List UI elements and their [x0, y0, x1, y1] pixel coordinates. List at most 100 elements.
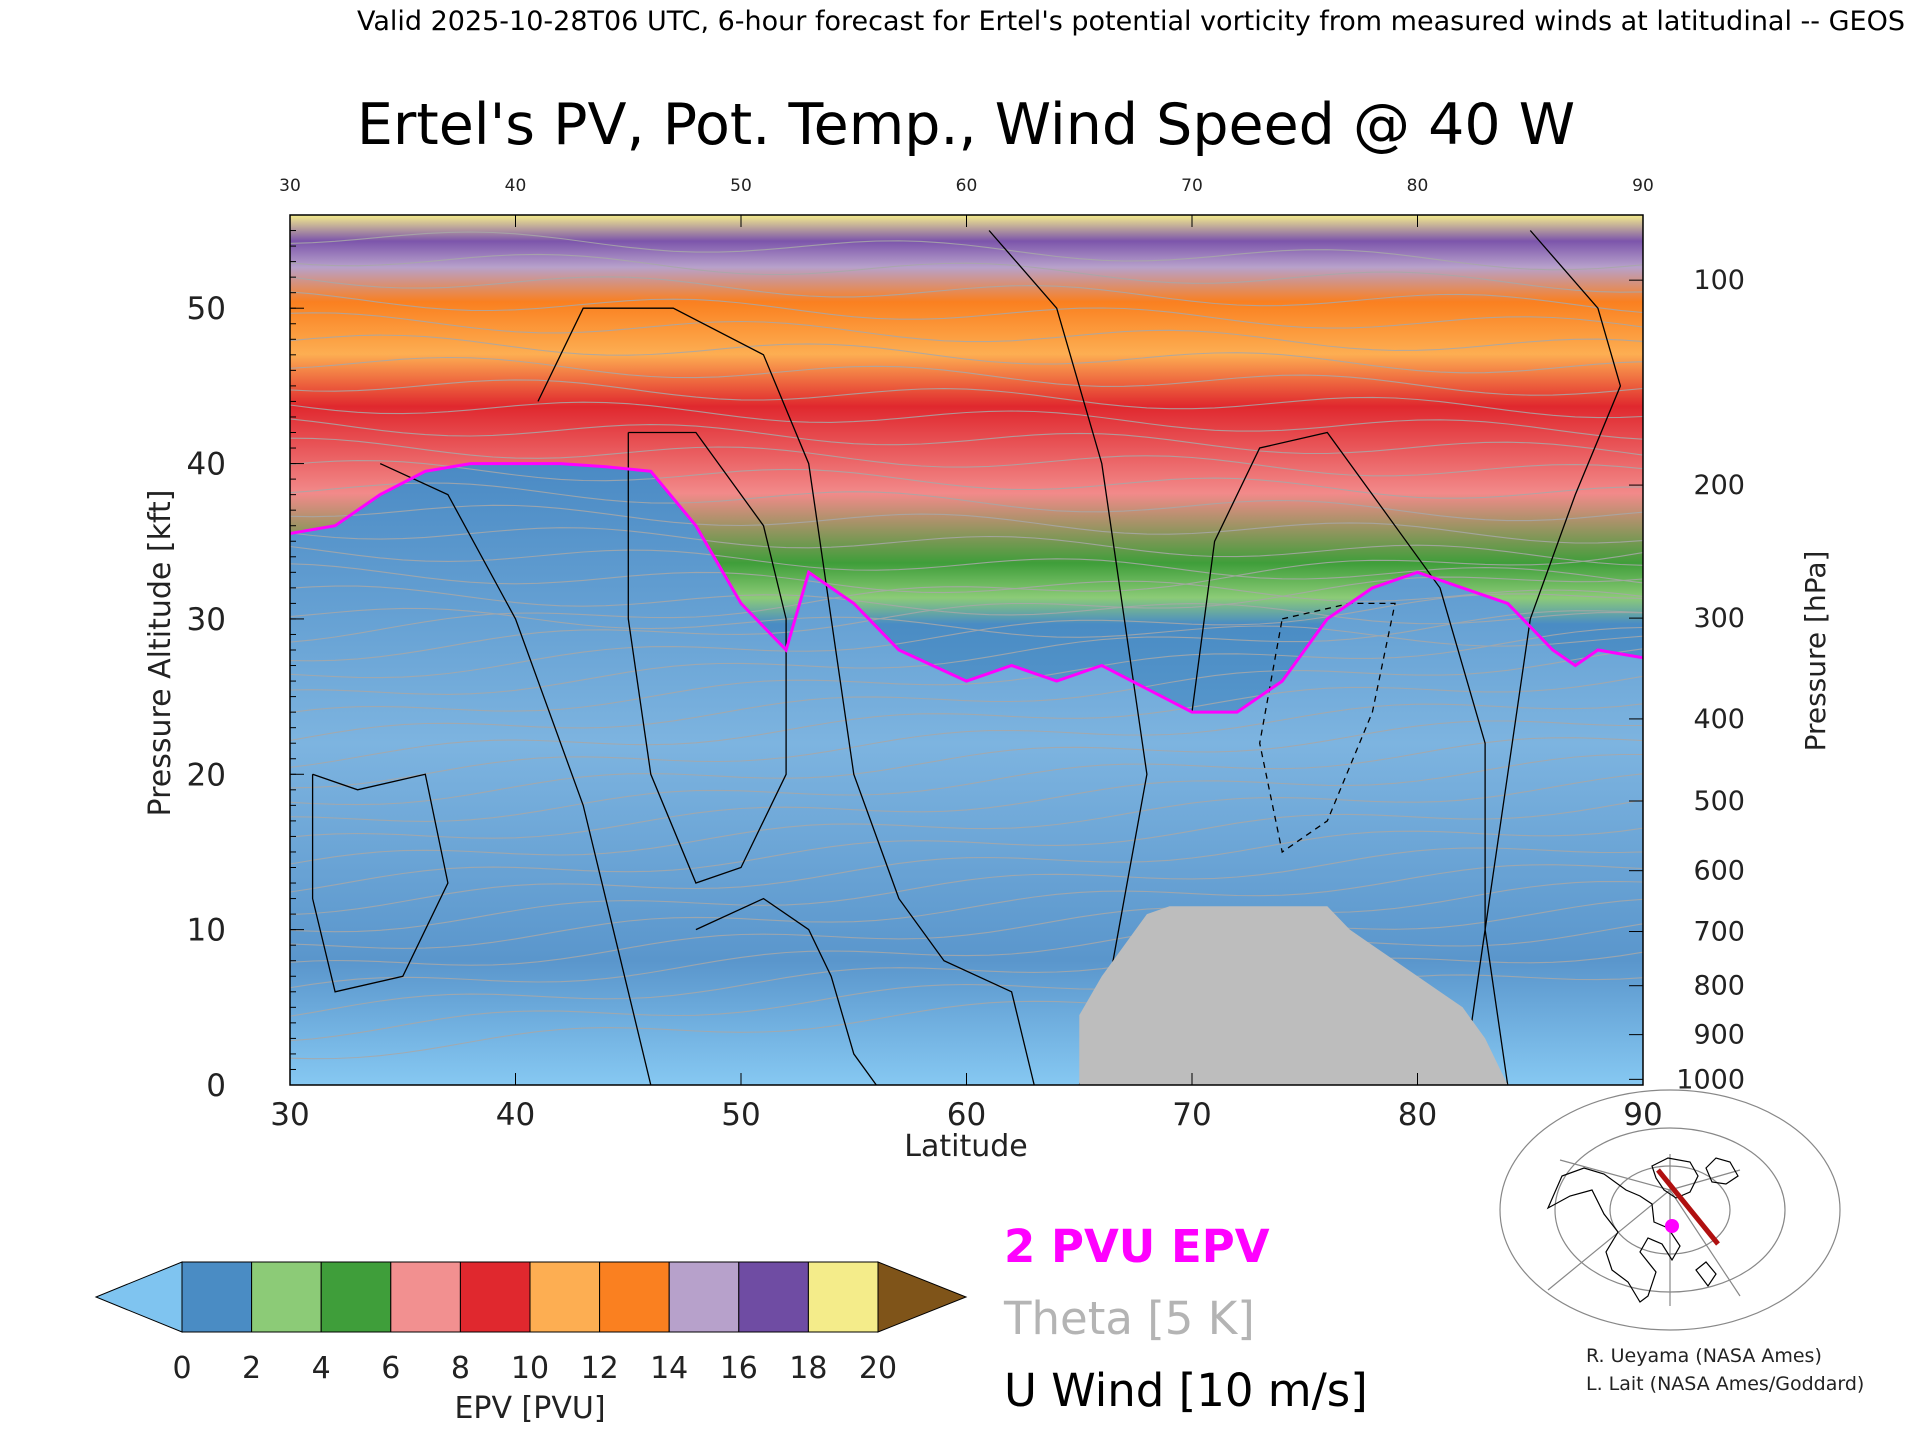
colorbar-tick-label: 14 — [650, 1351, 688, 1386]
top-x-tick-label: 90 — [1632, 176, 1654, 196]
u-wind-line — [695, 897, 877, 1085]
top-x-tick-label: 80 — [1407, 176, 1429, 196]
theta-line — [290, 401, 1643, 440]
theta-line — [290, 576, 1643, 662]
y-tick-label: 50 — [187, 291, 226, 327]
theta-line — [290, 231, 1643, 271]
theta-line — [290, 951, 1643, 1042]
terrain-mask — [1079, 906, 1508, 1085]
u-wind-contours — [311, 230, 1622, 1085]
theta-line — [290, 898, 1643, 989]
credit-line-2: L. Lait (NASA Ames/Goddard) — [1586, 1373, 1864, 1395]
theta-line — [290, 923, 1643, 1017]
colorbar-tick-label: 18 — [789, 1351, 827, 1386]
colorbar-swatch — [807, 1261, 879, 1333]
theta-line — [290, 626, 1643, 713]
colorbar-swatch — [390, 1261, 461, 1333]
theta-line — [290, 527, 1643, 566]
legend-2pvu: 2 PVU EPV — [1004, 1220, 1270, 1273]
y-tick-label: 20 — [187, 757, 226, 793]
pressure-tick-label: 500 — [1693, 786, 1745, 817]
u-wind-line — [537, 307, 1035, 1085]
legend-uwind: U Wind [10 m/s] — [1004, 1364, 1368, 1417]
theta-line — [290, 773, 1643, 865]
plot-field — [290, 215, 1643, 1085]
legend-theta: Theta [5 K] — [1003, 1292, 1255, 1345]
x-tick-label: 80 — [1398, 1097, 1437, 1133]
x-axis-label: Latitude — [904, 1129, 1027, 1164]
colorbar-over-arrow — [877, 1261, 968, 1333]
theta-line — [290, 720, 1643, 806]
theta-line — [290, 737, 1643, 822]
theta-line — [290, 312, 1643, 352]
theta-line — [290, 585, 1643, 625]
theta-line — [290, 482, 1643, 522]
colorbar-swatch — [459, 1261, 531, 1333]
pressure-tick-label: 300 — [1693, 603, 1745, 634]
u-wind-line — [627, 431, 787, 884]
x-tick-label: 30 — [270, 1097, 309, 1133]
colorbar-swatch — [251, 1261, 322, 1333]
header-text: Valid 2025-10-28T06 UTC, 6-hour forecast… — [357, 6, 1905, 37]
colorbar-swatch — [320, 1261, 392, 1333]
inset-route — [1656, 1168, 1720, 1246]
theta-line — [290, 356, 1643, 396]
colorbar-tick-label: 0 — [172, 1351, 191, 1386]
colorbar: 0 2 4 6 8 10 12 14 16 18 20 — [94, 1261, 968, 1386]
colorbar-tick-label: 2 — [242, 1351, 261, 1386]
colorbar-under-arrow — [94, 1261, 183, 1333]
pressure-tick-label: 400 — [1693, 704, 1745, 735]
x-tick-label: 90 — [1623, 1097, 1662, 1133]
theta-line — [290, 675, 1643, 768]
u-wind-line — [1191, 431, 1486, 1085]
u-wind-line — [1484, 230, 1622, 1085]
pressure-tick-label: 700 — [1693, 917, 1745, 948]
colorbar-tick-label: 8 — [451, 1351, 470, 1386]
top-x-tick-label: 70 — [1181, 176, 1203, 196]
theta-line — [290, 552, 1643, 643]
colorbar-swatch — [529, 1261, 601, 1333]
x-tick-label: 70 — [1172, 1097, 1211, 1133]
theta-line — [290, 607, 1643, 647]
theta-line — [290, 504, 1643, 544]
pressure-tick-label: 800 — [1693, 971, 1745, 1002]
colorbar-label: EPV [PVU] — [454, 1391, 605, 1426]
y-tick-label: 0 — [206, 1068, 226, 1104]
epv-2pvu-contour — [290, 462, 1643, 714]
theta-line — [290, 253, 1643, 293]
top-x-tick-label: 40 — [505, 176, 527, 196]
y-tick-label: 30 — [187, 602, 226, 638]
theta-line — [290, 334, 1643, 374]
top-x-tick-label: 60 — [956, 176, 978, 196]
colorbar-swatch — [738, 1261, 809, 1333]
u-wind-line — [379, 463, 652, 1085]
y-tick-label: 40 — [187, 447, 226, 483]
theta-line — [290, 379, 1643, 419]
chart-title: Ertel's PV, Pot. Temp., Wind Speed @ 40 … — [357, 92, 1575, 158]
theta-line — [290, 610, 1643, 695]
x-tick-label: 50 — [721, 1097, 760, 1133]
colorbar-tick-label: 12 — [581, 1351, 619, 1386]
pressure-tick-label: 100 — [1693, 265, 1745, 296]
theta-line — [290, 593, 1643, 679]
colorbar-tick-label: 16 — [720, 1351, 758, 1386]
pressure-tick-label: 900 — [1693, 1020, 1745, 1051]
theta-line — [290, 563, 1643, 602]
theta-line — [290, 418, 1643, 456]
theta-line — [290, 648, 1643, 741]
top-x-tick-label: 50 — [730, 176, 752, 196]
theta-line — [290, 827, 1643, 916]
x-tick-label: 40 — [496, 1097, 535, 1133]
theta-line — [290, 799, 1643, 893]
y2-axis-label: Pressure [hPa] — [1799, 551, 1832, 752]
pressure-tick-label: 200 — [1693, 470, 1745, 501]
theta-line — [290, 847, 1643, 933]
colorbar-tick-label: 20 — [859, 1351, 897, 1386]
theta-line — [290, 753, 1643, 839]
theta-line — [290, 437, 1643, 477]
theta-line — [290, 460, 1643, 499]
theta-line — [290, 864, 1643, 949]
u-wind-line — [311, 773, 449, 993]
